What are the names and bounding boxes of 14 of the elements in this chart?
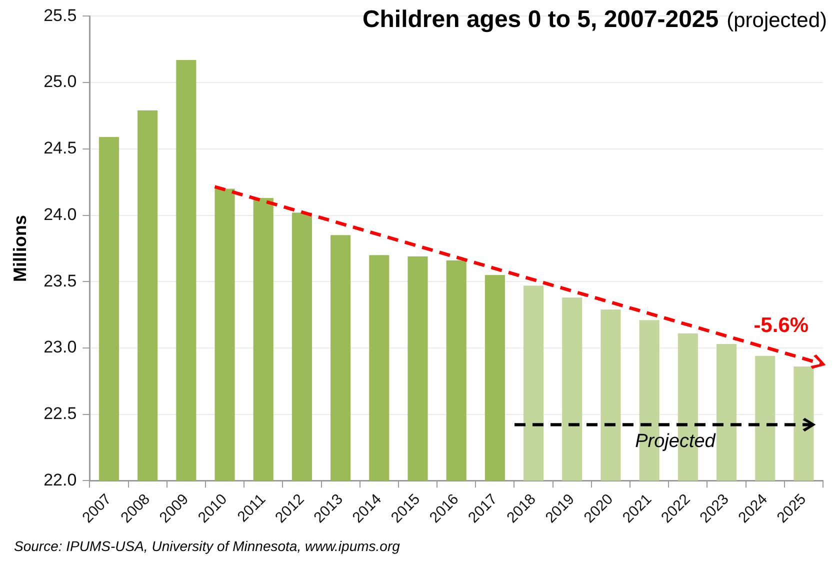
- y-tick-label: 23.0: [44, 338, 77, 357]
- chart-subtitle: (projected): [726, 9, 827, 32]
- y-tick-label: 25.5: [44, 6, 77, 25]
- annotation: Projected: [635, 430, 716, 453]
- y-tick-label: 22.5: [44, 404, 77, 424]
- source-note: Source: IPUMS-USA, University of Minnesota, www.ipums.org: [14, 538, 400, 554]
- y-axis-title: Millions: [10, 214, 30, 282]
- y-tick-label: 25.0: [44, 72, 77, 92]
- y-tick-label: 24.0: [44, 204, 77, 224]
- y-tick-label: 23.5: [44, 271, 77, 290]
- y-tick-label: 22.0: [44, 470, 77, 490]
- y-tick-label: 24.5: [44, 138, 77, 158]
- chart-title: Children ages 0 to 5, 2007-2025: [362, 6, 719, 33]
- annotation: -5.6%: [754, 314, 809, 338]
